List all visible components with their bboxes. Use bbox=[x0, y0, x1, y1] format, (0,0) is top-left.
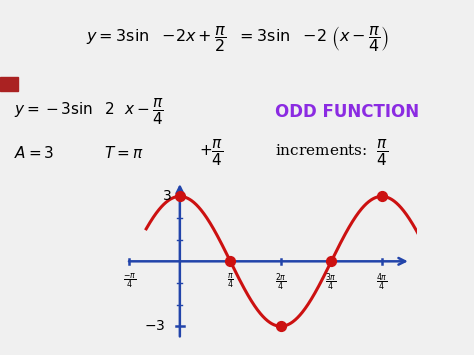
Text: $+\dfrac{\pi}{4}$: $+\dfrac{\pi}{4}$ bbox=[199, 138, 224, 168]
Text: $A=3$: $A=3$ bbox=[14, 145, 55, 161]
Bar bbox=[0, 77, 18, 91]
Text: increments:  $\dfrac{\pi}{4}$: increments: $\dfrac{\pi}{4}$ bbox=[275, 138, 388, 168]
Point bbox=[227, 258, 234, 264]
Text: $\frac{\pi}{4}$: $\frac{\pi}{4}$ bbox=[227, 271, 234, 290]
Text: $\frac{4\pi}{4}$: $\frac{4\pi}{4}$ bbox=[376, 271, 388, 293]
Point bbox=[277, 323, 284, 329]
Text: $\frac{-\pi}{4}$: $\frac{-\pi}{4}$ bbox=[123, 271, 136, 290]
Point bbox=[176, 193, 183, 199]
Text: $T=\pi$: $T=\pi$ bbox=[104, 145, 144, 161]
Text: 3: 3 bbox=[164, 189, 172, 203]
Point bbox=[378, 193, 385, 199]
Text: $-3$: $-3$ bbox=[145, 319, 166, 333]
Text: $y=-3\sin\ \ 2\ \ x-\dfrac{\pi}{4}$: $y=-3\sin\ \ 2\ \ x-\dfrac{\pi}{4}$ bbox=[14, 97, 164, 127]
Text: ODD FUNCTION: ODD FUNCTION bbox=[275, 103, 419, 121]
Point bbox=[328, 258, 335, 264]
Text: $\frac{2\pi}{4}$: $\frac{2\pi}{4}$ bbox=[275, 271, 287, 293]
Text: $y=3\sin\ \ {-2x+\dfrac{\pi}{2}}\ \ =3\sin\ \ {-2\ \left(x-\dfrac{\pi}{4}\right): $y=3\sin\ \ {-2x+\dfrac{\pi}{2}}\ \ =3\s… bbox=[85, 24, 389, 54]
Text: $\frac{3\pi}{4}$: $\frac{3\pi}{4}$ bbox=[326, 271, 337, 293]
